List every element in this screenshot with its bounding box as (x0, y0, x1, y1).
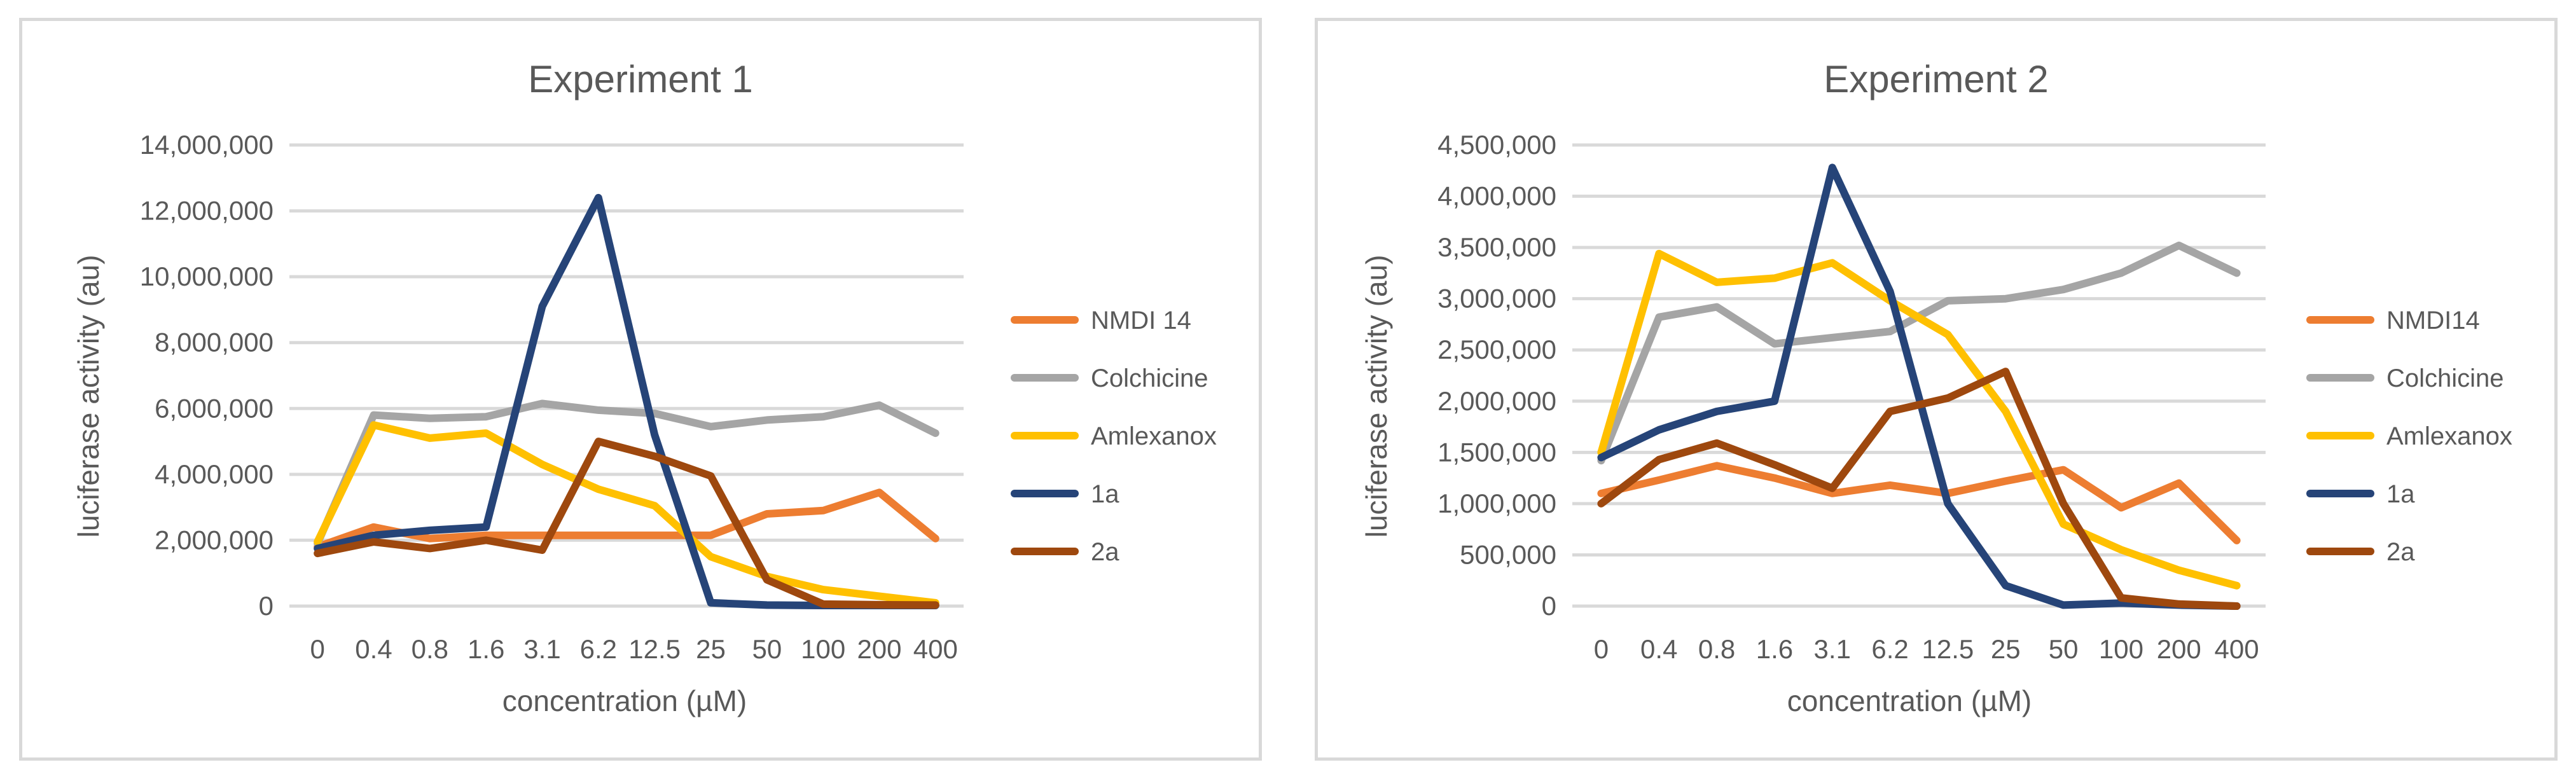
x-tick-label: 25 (1991, 634, 2021, 664)
chart-title: Experiment 2 (1824, 58, 2049, 100)
y-tick-label: 3,000,000 (1437, 284, 1556, 314)
x-tick-label: 200 (2157, 634, 2201, 664)
x-tick-label: 400 (913, 634, 958, 664)
legend-label: Colchicine (2386, 364, 2504, 392)
chart-experiment-1: Experiment 1 0 2,000,000 4,000,000 6,000,00… (72, 58, 1217, 717)
series-line-2a (314, 438, 939, 609)
x-axis-title: concentration (µM) (1787, 684, 2032, 717)
x-tick-label: 12.5 (1922, 634, 1974, 664)
x-tick-label: 0 (1594, 634, 1609, 664)
legend-label: 1a (1091, 480, 1119, 508)
x-tick-label: 3.1 (1814, 634, 1851, 664)
x-tick-label: 12.5 (628, 634, 681, 664)
series-line-1a (1597, 163, 2241, 610)
x-tick-label: 0.8 (1698, 634, 1735, 664)
series-line-amlexanox (314, 421, 939, 607)
y-tick-label: 14,000,000 (140, 130, 274, 160)
series-line-colchicine (314, 399, 939, 548)
x-tick-label: 1.6 (467, 634, 504, 664)
y-axis-title: luciferase activity (au) (72, 255, 105, 538)
y-tick-label: 4,500,000 (1437, 130, 1556, 160)
y-tick-label: 500,000 (1460, 539, 1556, 569)
y-tick-label: 1,000,000 (1437, 488, 1556, 518)
series-line-nmdi14 (1597, 462, 2241, 544)
x-tick-label: 100 (801, 634, 845, 664)
series-line-nmdi-14 (314, 488, 939, 551)
y-tick-label: 2,000,000 (1437, 386, 1556, 416)
x-tick-label: 400 (2215, 634, 2259, 664)
y-tick-label: 4,000,000 (1437, 181, 1556, 211)
x-tick-label: 0.4 (355, 634, 392, 664)
series-line-2a (1597, 368, 2241, 610)
chart-panel-experiment-2: Experiment 2 0 500,000 1,000,000 1,500,000 2… (1315, 18, 2558, 761)
x-tick-label: 0.4 (1640, 634, 1677, 664)
x-tick-label: 0 (310, 634, 324, 664)
legend-label: Amlexanox (1091, 422, 1217, 450)
x-tick-label: 25 (696, 634, 726, 664)
y-tick-label: 3,500,000 (1437, 232, 1556, 262)
y-tick-label: 10,000,000 (140, 261, 274, 291)
y-tick-label: 1,500,000 (1437, 437, 1556, 467)
y-tick-label: 4,000,000 (155, 459, 274, 489)
legend-label: Colchicine (1091, 364, 1208, 392)
x-tick-label: 100 (2099, 634, 2143, 664)
legend-label: Amlexanox (2386, 422, 2512, 450)
chart-title: Experiment 1 (528, 58, 753, 100)
y-tick-label: 8,000,000 (155, 328, 274, 357)
legend-label: 1a (2386, 480, 2415, 508)
y-tick-label: 2,000,000 (155, 525, 274, 555)
legend-label: NMDI 14 (1091, 307, 1191, 335)
chart-panel-experiment-1: Experiment 1 0 2,000,000 4,000,000 6,000,00… (19, 18, 1262, 761)
y-axis-title: luciferase activity (au) (1360, 255, 1393, 538)
x-tick-label: 200 (857, 634, 901, 664)
chart-experiment-2: Experiment 2 0 500,000 1,000,000 1,500,000 2… (1360, 58, 2512, 717)
legend-label: NMDI14 (2386, 307, 2480, 335)
x-tick-label: 6.2 (1871, 634, 1908, 664)
legend-label: 2a (1091, 538, 1119, 566)
x-tick-label: 1.6 (1756, 634, 1793, 664)
y-tick-label: 6,000,000 (155, 393, 274, 423)
y-tick-label: 0 (1542, 591, 1556, 621)
legend-label: 2a (2386, 538, 2415, 566)
y-tick-label: 0 (259, 591, 274, 621)
x-tick-label: 50 (752, 634, 782, 664)
series-line-colchicine (1597, 241, 2241, 465)
x-tick-label: 50 (2049, 634, 2079, 664)
series-line-amlexanox (1597, 249, 2241, 590)
y-tick-label: 12,000,000 (140, 196, 274, 226)
x-axis-title: concentration (µM) (502, 684, 747, 717)
x-tick-label: 6.2 (580, 634, 617, 664)
y-tick-label: 2,500,000 (1437, 335, 1556, 364)
x-tick-label: 0.8 (412, 634, 448, 664)
x-tick-label: 3.1 (523, 634, 560, 664)
